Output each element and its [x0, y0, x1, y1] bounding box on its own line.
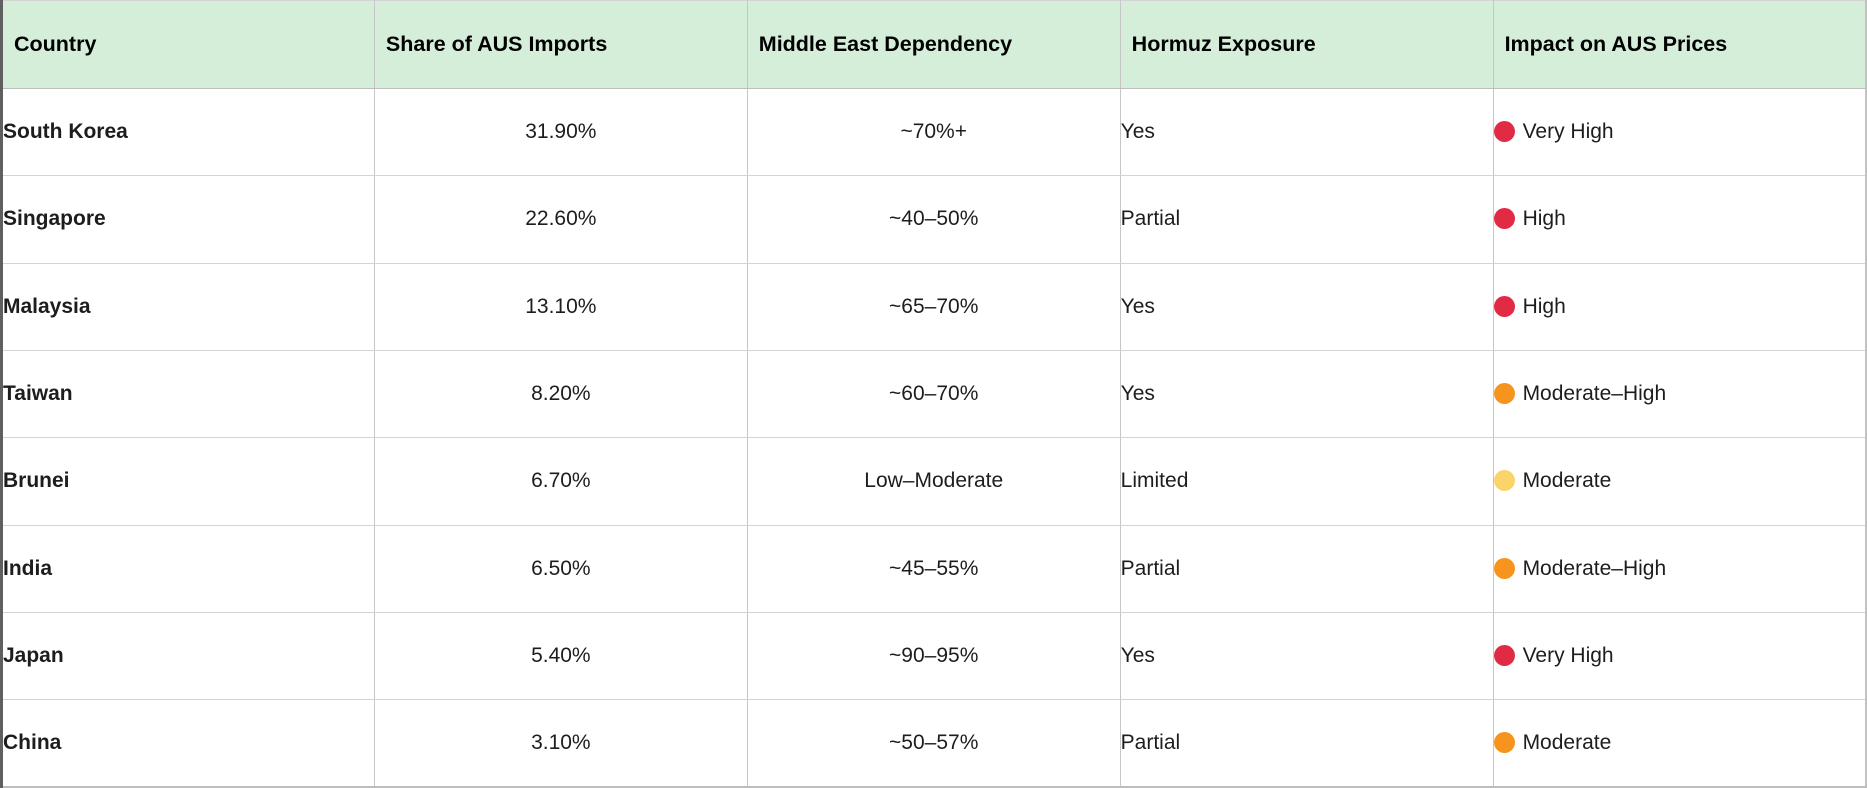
cell-country: South Korea — [1, 87, 375, 177]
header-cell-dependency: Middle East Dependency — [746, 0, 1121, 89]
cell-dependency: ~45–55% — [746, 524, 1121, 613]
impact-level-dot-icon — [1494, 383, 1515, 405]
table-row: India 6.50% ~45–55% Partial Moderate–High — [1, 524, 1867, 613]
cell-share: 13.10% — [373, 262, 748, 351]
impact-level-dot-icon — [1494, 645, 1515, 667]
impact-label: Moderate — [1522, 469, 1612, 493]
cell-impact: High — [1492, 262, 1867, 351]
cell-impact: Very High — [1492, 611, 1867, 701]
cell-dependency: Low–Moderate — [746, 437, 1121, 526]
impact-level-dot-icon — [1494, 732, 1515, 754]
cell-dependency: ~40–50% — [746, 175, 1121, 264]
impact-label: Moderate–High — [1522, 382, 1667, 406]
cell-impact: Moderate — [1492, 437, 1867, 526]
cell-share: 3.10% — [373, 699, 748, 788]
table-header: Country Share of AUS Imports Middle East D… — [1, 0, 1867, 89]
impact-label: High — [1522, 294, 1566, 318]
impact-label: High — [1522, 207, 1566, 231]
cell-hormuz: Yes — [1119, 87, 1494, 177]
table-row: Malaysia 13.10% ~65–70% Yes High — [1, 262, 1867, 351]
cell-dependency: ~65–70% — [746, 262, 1121, 351]
table-row: China 3.10% ~50–57% Partial Moderate — [1, 699, 1867, 788]
header-cell-impact: Impact on AUS Prices — [1492, 0, 1867, 89]
cell-dependency: ~60–70% — [746, 349, 1121, 439]
impact-label: Very High — [1522, 120, 1614, 144]
header-cell-share: Share of AUS Imports — [373, 0, 748, 89]
impact-level-dot-icon — [1494, 295, 1515, 317]
impact-label: Very High — [1522, 644, 1614, 668]
cell-share: 22.60% — [373, 175, 748, 264]
cell-hormuz: Partial — [1119, 699, 1494, 788]
cell-hormuz: Yes — [1119, 262, 1494, 351]
cell-impact: Moderate–High — [1492, 524, 1867, 613]
header-row: Country Share of AUS Imports Middle East D… — [1, 0, 1867, 89]
cell-dependency: ~70%+ — [746, 87, 1121, 177]
cell-impact: High — [1492, 175, 1867, 264]
cell-country: Taiwan — [1, 349, 375, 439]
header-cell-hormuz: Hormuz Exposure — [1119, 0, 1494, 89]
cell-hormuz: Yes — [1119, 349, 1494, 439]
cell-hormuz: Yes — [1119, 611, 1494, 701]
cell-share: 5.40% — [373, 611, 748, 701]
cell-dependency: ~50–57% — [746, 699, 1121, 788]
impact-level-dot-icon — [1494, 121, 1515, 143]
impact-label: Moderate — [1522, 731, 1612, 755]
impact-level-dot-icon — [1494, 208, 1515, 230]
impact-level-dot-icon — [1494, 557, 1515, 579]
cell-share: 31.90% — [373, 87, 748, 177]
impact-label: Moderate–High — [1522, 556, 1667, 580]
table-body: South Korea 31.90% ~70%+ Yes Very High Singap… — [1, 87, 1867, 788]
cell-country: Singapore — [1, 175, 375, 264]
cell-country: China — [1, 699, 375, 788]
cell-country: India — [1, 524, 375, 613]
cell-country: Malaysia — [1, 262, 375, 351]
cell-share: 8.20% — [373, 349, 748, 439]
table-row: Japan 5.40% ~90–95% Yes Very High — [1, 611, 1867, 701]
cell-country: Japan — [1, 611, 375, 701]
header-cell-country: Country — [1, 0, 375, 89]
table-row: Singapore 22.60% ~40–50% Partial High — [1, 175, 1867, 264]
cell-hormuz: Partial — [1119, 524, 1494, 613]
cell-country: Brunei — [1, 437, 375, 526]
cell-hormuz: Limited — [1119, 437, 1494, 526]
cell-dependency: ~90–95% — [746, 611, 1121, 701]
cell-impact: Moderate–High — [1492, 349, 1867, 439]
cell-impact: Moderate — [1492, 699, 1867, 788]
table-row: Brunei 6.70% Low–Moderate Limited Moderate — [1, 437, 1867, 526]
cell-share: 6.70% — [373, 437, 748, 526]
table-row: Taiwan 8.20% ~60–70% Yes Moderate–High — [1, 349, 1867, 439]
cell-hormuz: Partial — [1119, 175, 1494, 264]
cell-share: 6.50% — [373, 524, 748, 613]
cell-impact: Very High — [1492, 87, 1867, 177]
table-row: South Korea 31.90% ~70%+ Yes Very High — [1, 87, 1867, 177]
impact-level-dot-icon — [1494, 470, 1515, 492]
